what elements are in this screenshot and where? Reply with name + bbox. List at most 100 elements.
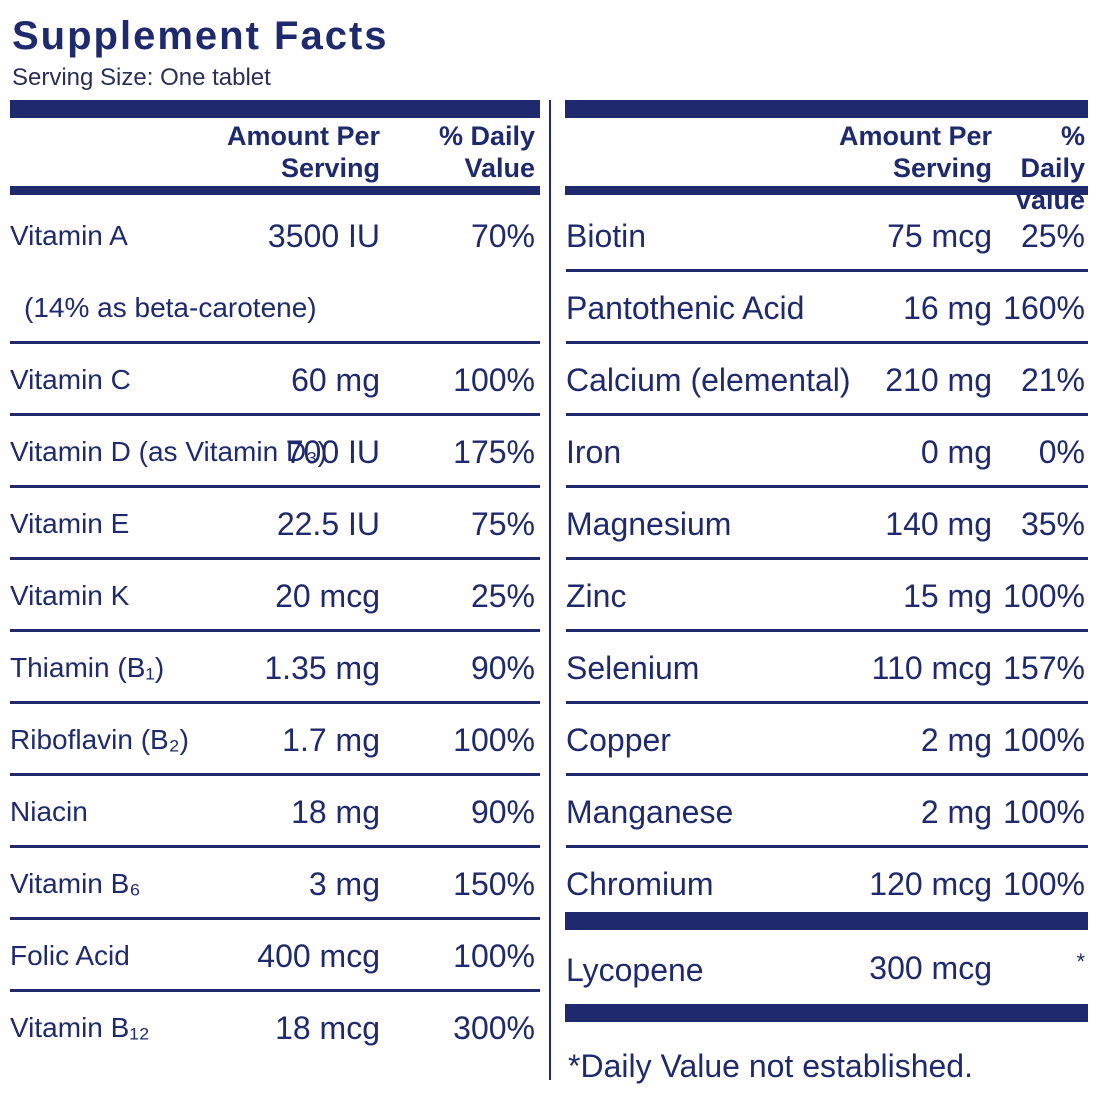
daily-value: 75% [470, 506, 535, 542]
rule [10, 989, 540, 992]
nutrient-name: Calcium (elemental) [566, 362, 851, 398]
nutrient-name: Thiamin (B₁) [10, 652, 165, 683]
rule [10, 341, 540, 344]
column-header: Amount Per Serving [226, 121, 380, 183]
amount: 1.7 mg [282, 722, 380, 758]
rule [565, 912, 1088, 930]
daily-value: 160% [1003, 290, 1085, 326]
amount: 1.35 mg [264, 650, 380, 686]
rule [566, 701, 1088, 704]
footnote: *Daily Value not established. [568, 1048, 973, 1084]
rule [566, 845, 1088, 848]
nutrient-name: Vitamin K [10, 580, 130, 611]
amount: 20 mcg [275, 578, 380, 614]
amount: 120 mcg [869, 866, 992, 902]
daily-value: 100% [453, 362, 535, 398]
nutrient-name: Vitamin B₁₂ [10, 1012, 150, 1043]
amount: 3500 IU [267, 218, 380, 254]
amount: 2 mg [920, 722, 992, 758]
daily-value: 100% [453, 722, 535, 758]
daily-value: 100% [453, 938, 535, 974]
daily-value: 100% [1003, 794, 1085, 830]
nutrient-name: Riboflavin (B₂) [10, 724, 189, 755]
nutrient-name: Copper [566, 722, 671, 758]
rule-thick [10, 100, 540, 118]
daily-value: 100% [1003, 866, 1085, 902]
nutrient-name: Vitamin E [10, 508, 130, 539]
column-header: % Daily Value [1014, 121, 1085, 215]
daily-value: 70% [470, 218, 535, 254]
amount: 18 mcg [275, 1010, 380, 1046]
nutrient-name: Zinc [566, 578, 627, 614]
rule [10, 413, 540, 416]
rule-thick [565, 100, 1088, 118]
amount: 0 mg [920, 434, 992, 470]
nutrient-name: Vitamin C [10, 364, 131, 395]
daily-value: 0% [1038, 434, 1085, 470]
daily-value: 157% [1003, 650, 1085, 686]
amount: 15 mg [903, 578, 992, 614]
amount: 700 IU [285, 434, 380, 470]
amount: 2 mg [920, 794, 992, 830]
rule [10, 629, 540, 632]
amount: 75 mcg [887, 218, 992, 254]
rule [566, 773, 1088, 776]
amount: 16 mg [903, 290, 992, 326]
rule [566, 485, 1088, 488]
amount: 300 mcg [869, 950, 992, 986]
daily-value: 100% [1003, 578, 1085, 614]
nutrient-name: Folic Acid [10, 940, 130, 971]
serving-size: Serving Size: One tablet [12, 64, 271, 91]
nutrient-name: Selenium [566, 650, 700, 686]
column-header: % Daily Value [438, 121, 535, 183]
amount: 3 mg [308, 866, 380, 902]
rule [10, 557, 540, 560]
rule [10, 485, 540, 488]
daily-value: 175% [453, 434, 535, 470]
nutrient-name: Lycopene [566, 952, 704, 988]
rule [565, 1004, 1088, 1022]
nutrient-name: Biotin [566, 218, 647, 254]
amount: 18 mg [291, 794, 380, 830]
daily-value: 300% [453, 1010, 535, 1046]
rule [566, 269, 1088, 272]
nutrient-name: Magnesium [566, 506, 732, 542]
rule [566, 413, 1088, 416]
nutrient-name: Pantothenic Acid [566, 290, 805, 326]
rule [10, 773, 540, 776]
nutrient-name: Niacin [10, 796, 88, 827]
daily-value: 21% [1020, 362, 1085, 398]
amount: 110 mcg [871, 650, 992, 686]
nutrient-note: (14% as beta-carotene) [24, 292, 317, 323]
rule [566, 557, 1088, 560]
amount: 210 mg [885, 362, 992, 398]
amount: 22.5 IU [276, 506, 380, 542]
daily-value: 150% [453, 866, 535, 902]
amount: 140 mg [885, 506, 992, 542]
rule-medium [565, 186, 1088, 195]
daily-value: * [1076, 949, 1085, 974]
daily-value: 90% [470, 650, 535, 686]
daily-value: 35% [1020, 506, 1085, 542]
daily-value: 100% [1003, 722, 1085, 758]
rule-medium [10, 186, 540, 195]
nutrient-name: Manganese [566, 794, 734, 830]
title: Supplement Facts [12, 14, 389, 58]
rule [10, 845, 540, 848]
daily-value: 25% [1020, 218, 1085, 254]
nutrient-name: Chromium [566, 866, 714, 902]
amount: 400 mcg [257, 938, 380, 974]
daily-value: 25% [470, 578, 535, 614]
rule [566, 341, 1088, 344]
column-divider [549, 100, 551, 1080]
column-header: Amount Per Serving [838, 121, 992, 183]
nutrient-name: Vitamin D (as Vitamin D₃) [10, 436, 327, 467]
rule [10, 701, 540, 704]
nutrient-name: Iron [566, 434, 622, 470]
nutrient-name: Vitamin B₆ [10, 868, 141, 899]
daily-value: 90% [470, 794, 535, 830]
rule [10, 917, 540, 920]
rule [566, 629, 1088, 632]
nutrient-name: Vitamin A [10, 220, 128, 251]
